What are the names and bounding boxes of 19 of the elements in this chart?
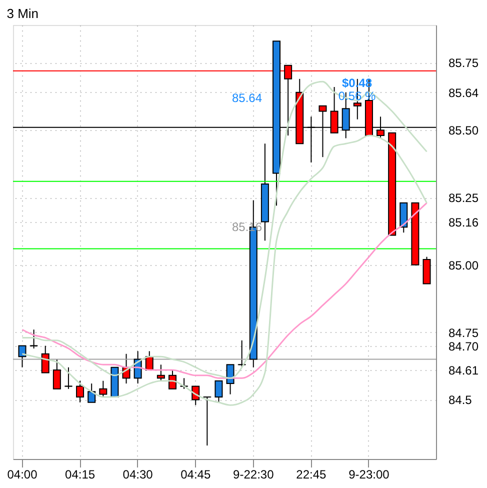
x-tick-label: 04:15 bbox=[65, 468, 96, 482]
y-tick-label: 85.00 bbox=[448, 258, 479, 272]
y-tick-label: 85.25 bbox=[448, 191, 479, 206]
y-tick-label: 84.70 bbox=[448, 339, 479, 354]
annotation: 85.64 bbox=[232, 91, 262, 106]
chart-title: 3 Min bbox=[6, 6, 39, 21]
x-tick-label: 04:00 bbox=[7, 468, 38, 482]
y-tick-label: 85.64 bbox=[448, 86, 479, 100]
x-tick-label: 22:45 bbox=[296, 468, 327, 482]
y-tick-label: 85.16 bbox=[448, 215, 479, 230]
y-tick-label: 84.5 bbox=[448, 393, 472, 408]
x-tick-label: 04:30 bbox=[122, 468, 154, 482]
x-tick-label: 9-23:00 bbox=[348, 468, 390, 482]
y-tick-label: 84.75 bbox=[448, 326, 479, 340]
y-tick-label: 85.50 bbox=[448, 124, 479, 138]
y-tick-label: 85.75 bbox=[448, 56, 479, 70]
x-tick-label: 9-22:30 bbox=[233, 468, 274, 482]
x-tick-label: 04:45 bbox=[180, 468, 211, 482]
y-tick-label: 84.61 bbox=[448, 364, 479, 378]
